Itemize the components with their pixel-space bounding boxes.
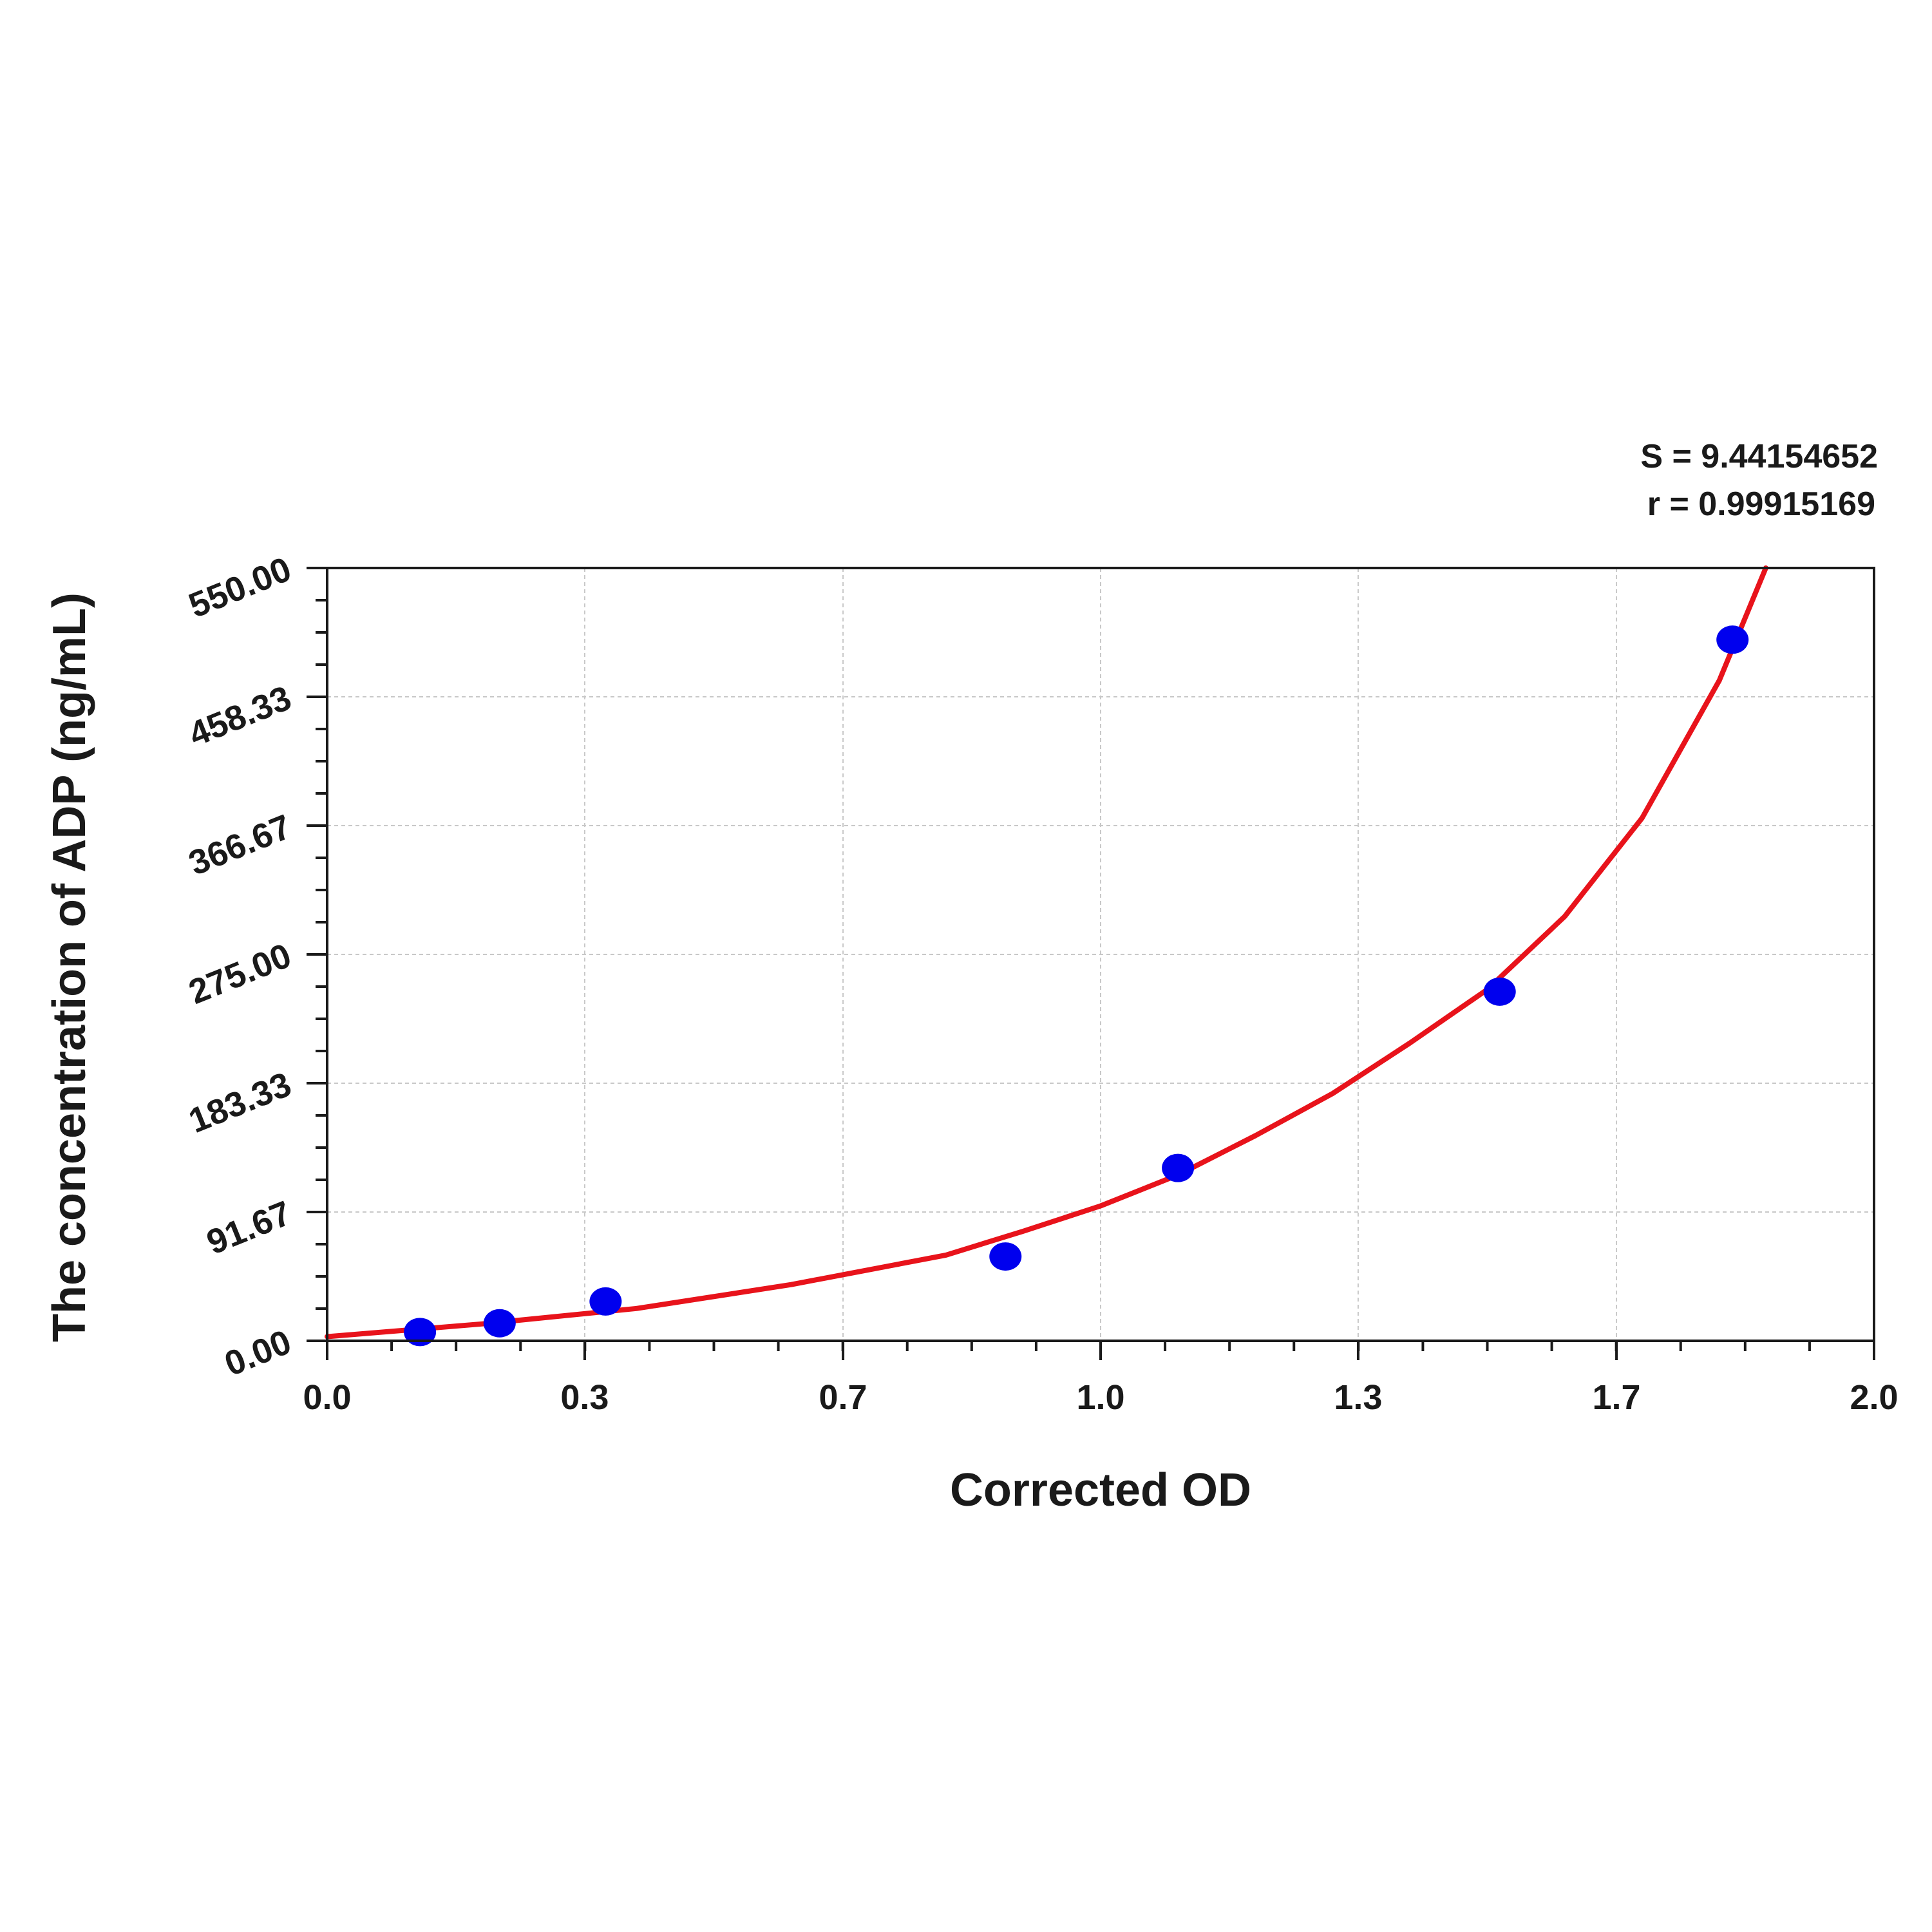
x-tick-label: 0.7 <box>819 1378 867 1417</box>
data-points <box>404 625 1749 1347</box>
data-point <box>1483 977 1516 1006</box>
data-point <box>483 1309 516 1338</box>
x-tick-label: 1.3 <box>1334 1378 1382 1417</box>
major-ticks <box>307 567 1875 1360</box>
y-tick-label: 183.33 <box>184 1065 297 1141</box>
y-tick-label: 366.67 <box>184 807 297 883</box>
x-tick-label: 1.7 <box>1593 1378 1641 1417</box>
y-tick-label: 550.00 <box>184 549 297 625</box>
data-point <box>1162 1153 1195 1182</box>
minor-ticks <box>316 567 1875 1351</box>
x-tick-label: 0.0 <box>303 1378 351 1417</box>
stat-r-label: r = 0.99915169 <box>1647 486 1875 523</box>
stat-s-label: S = 9.44154652 <box>1640 438 1878 475</box>
fit-curve <box>325 565 1768 1340</box>
grid <box>327 568 1874 1341</box>
tick-labels: 0.0 0.3 0.7 1.0 1.3 1.7 2.0 0.00 91.67 183.33 275.… <box>184 549 1899 1417</box>
data-point <box>404 1318 437 1347</box>
data-point <box>589 1287 622 1316</box>
data-point <box>1716 625 1749 654</box>
data-point <box>989 1242 1022 1271</box>
plot-frame <box>326 567 1875 1342</box>
x-tick-label: 1.0 <box>1076 1378 1124 1417</box>
x-axis-title: Corrected OD <box>950 1464 1251 1516</box>
y-tick-label: 91.67 <box>202 1193 297 1262</box>
fit-curve-layer <box>325 565 1768 1340</box>
x-tick-label: 0.3 <box>560 1378 609 1417</box>
y-tick-label: 458.33 <box>184 679 297 755</box>
y-tick-label: 275.00 <box>184 936 297 1012</box>
y-axis-title: The concentration of ADP (ng/mL) <box>44 592 95 1342</box>
y-tick-label: 0.00 <box>220 1322 297 1383</box>
x-tick-label: 2.0 <box>1850 1378 1898 1417</box>
